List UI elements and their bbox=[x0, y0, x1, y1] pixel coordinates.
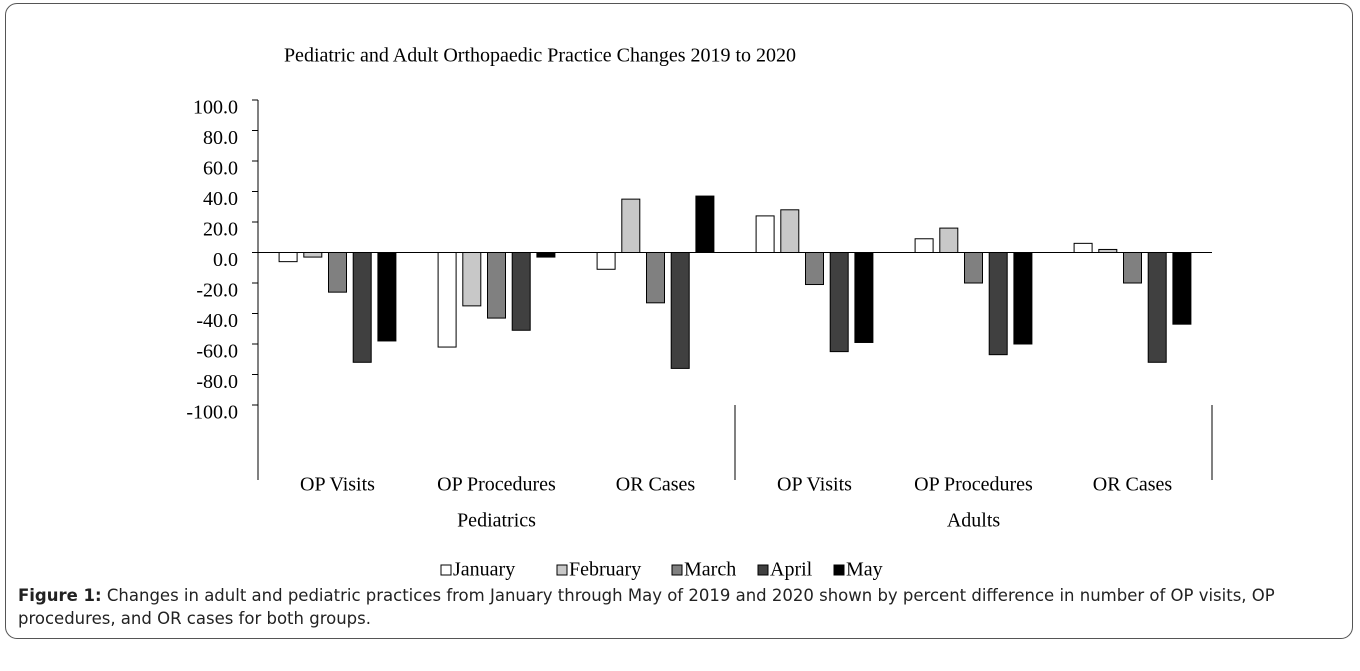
bar bbox=[1013, 252, 1033, 345]
bar bbox=[670, 252, 690, 369]
bar bbox=[988, 252, 1008, 356]
x-tick-label: OP Visits bbox=[777, 474, 852, 496]
bar bbox=[377, 252, 397, 342]
y-tick-label: 40.0 bbox=[203, 188, 238, 210]
y-tick-label: 0.0 bbox=[213, 249, 238, 271]
bar bbox=[1172, 252, 1192, 325]
bar bbox=[829, 252, 849, 353]
bar bbox=[437, 252, 457, 348]
y-tick-label: -100.0 bbox=[186, 402, 238, 424]
bar bbox=[278, 252, 298, 263]
bar bbox=[536, 252, 556, 258]
x-tick-label: OP Procedures bbox=[914, 474, 1033, 496]
bar bbox=[646, 252, 665, 304]
legend-label: January bbox=[453, 559, 515, 581]
bar bbox=[1098, 248, 1118, 253]
bar bbox=[462, 252, 482, 307]
bar bbox=[511, 252, 531, 331]
bar bbox=[939, 227, 959, 254]
legend-label: May bbox=[846, 559, 883, 581]
group-label: Pediatrics bbox=[457, 510, 536, 532]
bar bbox=[1123, 252, 1142, 284]
bar bbox=[914, 238, 934, 253]
legend-swatch bbox=[440, 564, 452, 576]
legend-swatch bbox=[833, 564, 845, 576]
bar bbox=[1147, 252, 1167, 363]
figure-frame bbox=[5, 3, 1353, 639]
legend-swatch bbox=[757, 564, 769, 576]
bar bbox=[596, 252, 616, 270]
bar bbox=[621, 198, 641, 253]
x-tick-label: OR Cases bbox=[1093, 474, 1173, 496]
x-tick-label: OR Cases bbox=[616, 474, 696, 496]
legend-label: February bbox=[569, 559, 641, 581]
y-tick-label: -80.0 bbox=[196, 371, 238, 393]
y-tick-label: -60.0 bbox=[196, 341, 238, 363]
legend-swatch bbox=[671, 564, 683, 576]
bar bbox=[964, 252, 983, 284]
caption-label: Figure 1: bbox=[18, 586, 102, 605]
bar bbox=[854, 252, 874, 343]
y-tick-label: -20.0 bbox=[196, 280, 238, 302]
legend-swatch bbox=[556, 564, 568, 576]
y-tick-label: 20.0 bbox=[203, 219, 238, 241]
legend-label: March bbox=[684, 559, 736, 581]
y-tick-label: -40.0 bbox=[196, 310, 238, 332]
bar bbox=[695, 195, 715, 253]
y-tick-label: 80.0 bbox=[203, 127, 238, 149]
bar bbox=[780, 209, 800, 254]
bar bbox=[303, 252, 323, 258]
bar bbox=[755, 215, 775, 253]
y-tick-label: 60.0 bbox=[203, 158, 238, 180]
legend-label: April bbox=[770, 559, 813, 581]
x-tick-label: OP Procedures bbox=[437, 474, 556, 496]
bar bbox=[352, 252, 372, 363]
chart-title: Pediatric and Adult Orthopaedic Practice… bbox=[284, 45, 796, 67]
x-tick-label: OP Visits bbox=[300, 474, 375, 496]
bar bbox=[1073, 242, 1093, 254]
bar bbox=[487, 252, 506, 319]
bar bbox=[328, 252, 347, 293]
caption: Figure 1: Changes in adult and pediatric… bbox=[18, 584, 1343, 630]
caption-text: Changes in adult and pediatric practices… bbox=[18, 586, 1275, 628]
group-label: Adults bbox=[947, 510, 1001, 532]
y-tick-label: 100.0 bbox=[193, 97, 238, 119]
bar bbox=[805, 252, 824, 286]
